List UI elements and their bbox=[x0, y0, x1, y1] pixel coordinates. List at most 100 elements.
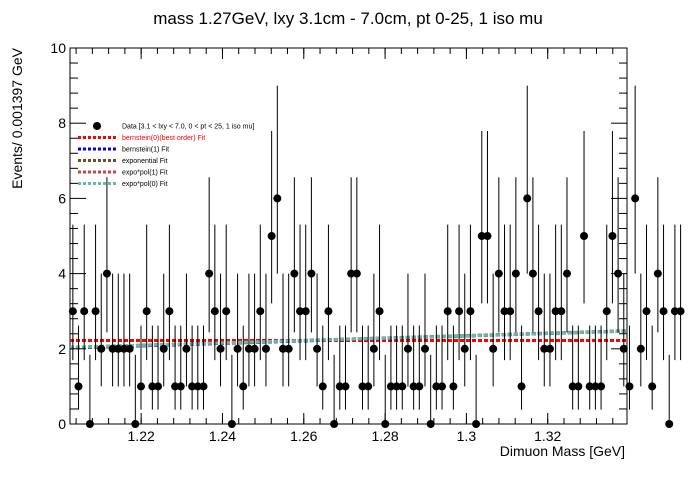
data-point bbox=[608, 232, 617, 240]
data-point bbox=[210, 307, 219, 316]
data-point bbox=[199, 382, 208, 391]
data-point bbox=[358, 382, 367, 391]
data-point bbox=[557, 307, 566, 316]
data-point bbox=[653, 269, 662, 278]
data-point bbox=[278, 344, 287, 353]
data-point bbox=[460, 344, 469, 353]
data-point bbox=[369, 344, 378, 353]
y-tick-label: 10 bbox=[50, 40, 66, 56]
data-point bbox=[648, 382, 657, 391]
data-point bbox=[176, 382, 185, 391]
data-point bbox=[80, 307, 89, 316]
legend-label: expo*pol(1) Fit bbox=[122, 170, 168, 177]
y-axis-label: Events/ 0.001397 GeV bbox=[9, 47, 25, 189]
x-axis-label: Dimuon Mass [GeV] bbox=[500, 443, 625, 459]
data-point bbox=[182, 344, 191, 353]
x-tick-label: 1.28 bbox=[371, 428, 398, 444]
data-point bbox=[290, 269, 299, 278]
data-point bbox=[330, 420, 339, 428]
data-point bbox=[426, 420, 435, 428]
chart-title: mass 1.27GeV, lxy 3.1cm - 7.0cm, pt 0-25… bbox=[153, 9, 543, 28]
data-point bbox=[540, 344, 549, 353]
data-point bbox=[443, 307, 452, 316]
data-point bbox=[335, 382, 344, 391]
data-point bbox=[74, 382, 83, 391]
y-tick-label: 0 bbox=[58, 416, 66, 432]
data-point bbox=[574, 382, 583, 391]
data-point bbox=[409, 382, 418, 391]
data-point bbox=[568, 382, 577, 391]
data-point bbox=[562, 269, 571, 278]
x-tick-label: 1.26 bbox=[290, 428, 317, 444]
data-point bbox=[313, 344, 322, 353]
data-point bbox=[585, 382, 594, 391]
data-point bbox=[386, 382, 395, 391]
data-point bbox=[261, 344, 270, 353]
data-point bbox=[580, 232, 589, 240]
data-point bbox=[500, 307, 509, 316]
data-point bbox=[591, 382, 600, 391]
data-point bbox=[102, 269, 111, 278]
data-point bbox=[131, 420, 140, 428]
data-point bbox=[523, 194, 532, 203]
data-point bbox=[375, 307, 384, 316]
data-point bbox=[341, 382, 350, 391]
data-point bbox=[233, 344, 242, 353]
data-point bbox=[91, 307, 100, 316]
data-point bbox=[352, 269, 361, 278]
data-point bbox=[250, 344, 259, 353]
data-point bbox=[318, 382, 327, 391]
data-point bbox=[227, 420, 236, 428]
data-point bbox=[597, 382, 606, 391]
data-point bbox=[159, 344, 168, 353]
y-tick-label: 4 bbox=[58, 266, 66, 282]
data-point bbox=[114, 344, 123, 353]
x-tick-label: 1.22 bbox=[128, 428, 155, 444]
data-point bbox=[347, 269, 356, 278]
data-point bbox=[239, 382, 248, 391]
data-point bbox=[267, 232, 276, 240]
data-point bbox=[256, 307, 265, 316]
data-point bbox=[205, 269, 214, 278]
data-point bbox=[137, 382, 146, 391]
data-point bbox=[602, 307, 611, 316]
x-tick-label: 1.24 bbox=[209, 428, 236, 444]
data-point bbox=[466, 307, 475, 316]
data-point bbox=[154, 382, 163, 391]
data-point bbox=[125, 344, 134, 353]
data-point bbox=[489, 344, 498, 353]
data-point bbox=[188, 382, 197, 391]
data-point bbox=[119, 344, 128, 353]
data-point bbox=[670, 307, 679, 316]
data-point bbox=[364, 382, 373, 391]
data-point bbox=[148, 382, 157, 391]
data-point bbox=[659, 307, 668, 316]
data-point bbox=[506, 307, 515, 316]
data-point bbox=[449, 382, 458, 391]
data-point bbox=[545, 344, 554, 353]
data-point bbox=[455, 307, 464, 316]
data-point bbox=[528, 269, 537, 278]
data-point bbox=[324, 307, 333, 316]
legend-label: Data [3.1 < lxy < 7.0, 0 < pt < 25, 1 is… bbox=[122, 124, 254, 131]
data-point bbox=[483, 232, 492, 240]
y-tick-label: 8 bbox=[58, 115, 66, 131]
data-point bbox=[301, 307, 310, 316]
x-tick-label: 1.32 bbox=[534, 428, 561, 444]
data-point bbox=[216, 344, 225, 353]
data-point bbox=[472, 420, 481, 428]
data-point bbox=[222, 307, 231, 316]
data-point bbox=[477, 232, 486, 240]
data-point bbox=[273, 194, 282, 203]
data-point bbox=[551, 307, 560, 316]
legend-label: expo*pol(0) Fit bbox=[122, 181, 168, 188]
data-point bbox=[284, 344, 293, 353]
legend-label: bernstein(1) Fit bbox=[122, 147, 169, 154]
legend-label: bernstein(0)(best order) Fit bbox=[122, 135, 205, 142]
data-point bbox=[171, 382, 180, 391]
legend-label: exponential Fit bbox=[122, 158, 168, 165]
plot-frame bbox=[69, 47, 628, 425]
data-point bbox=[676, 307, 685, 316]
